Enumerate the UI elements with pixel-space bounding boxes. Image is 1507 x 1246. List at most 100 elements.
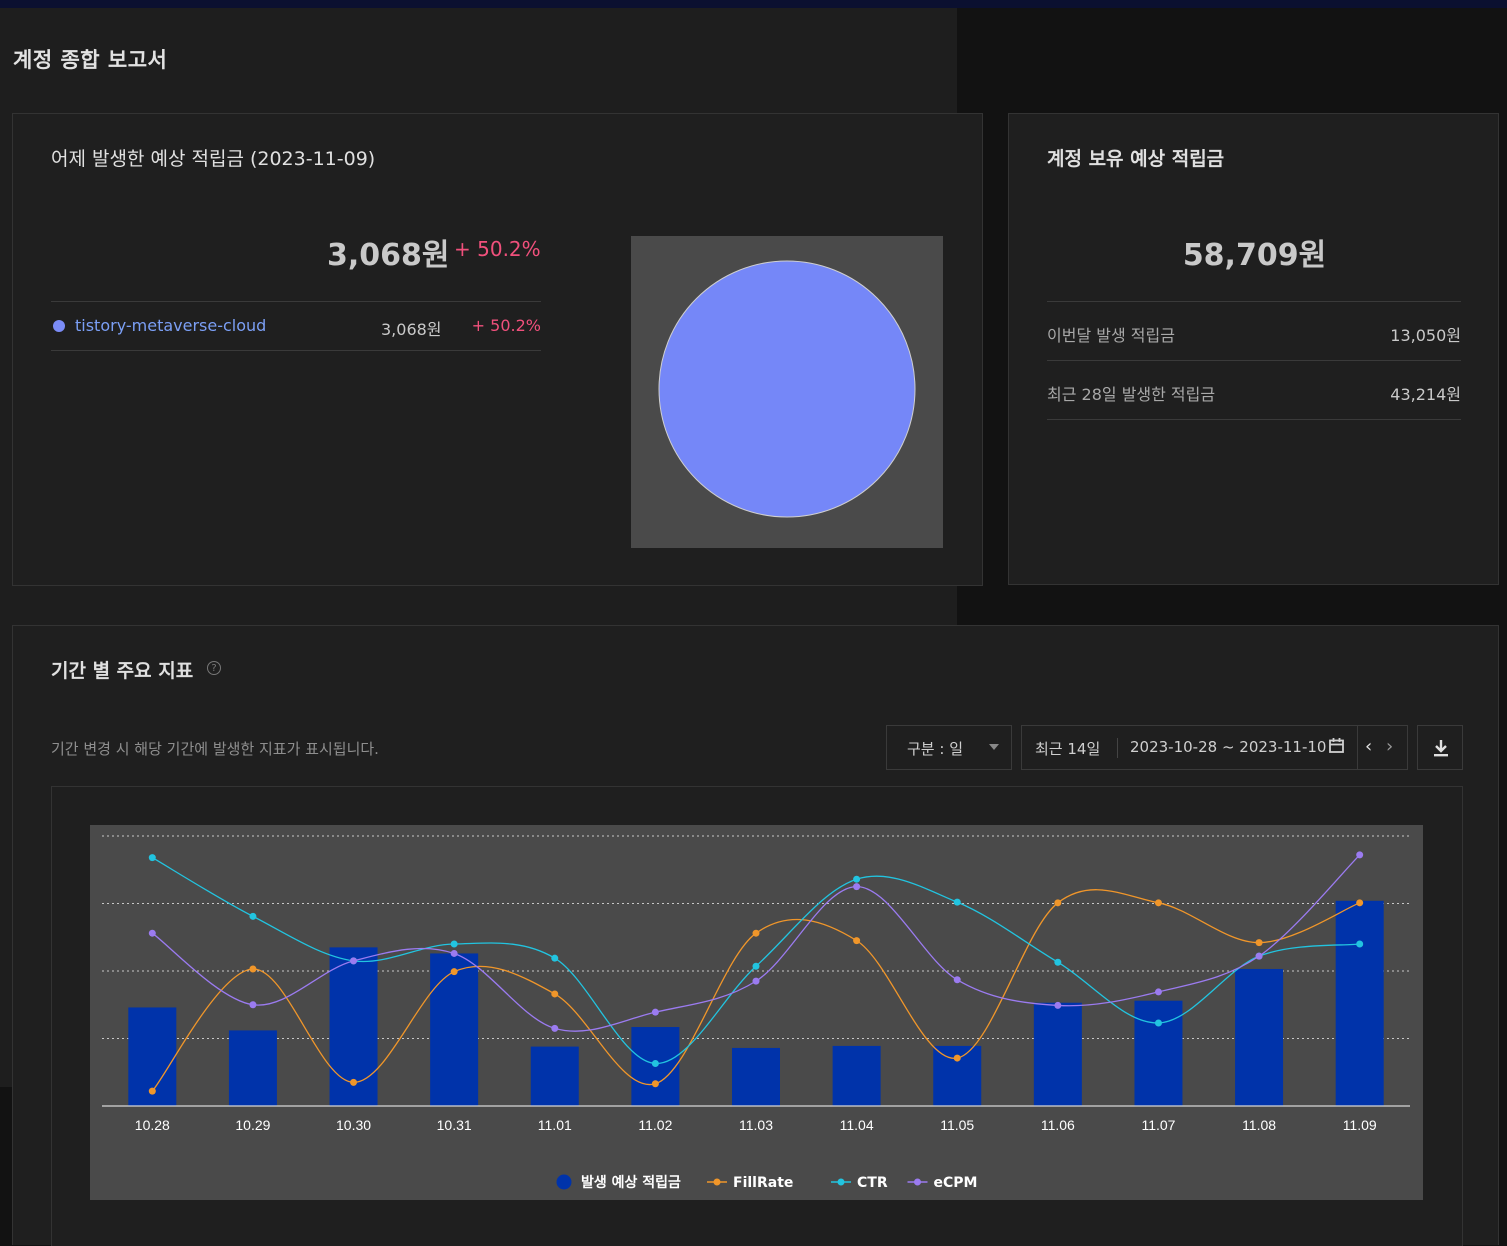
x-tick-label: 11.08 xyxy=(1242,1117,1276,1133)
point-ctr-11.02[interactable] xyxy=(651,1059,659,1067)
point-fillrate-10.31[interactable] xyxy=(450,968,458,976)
stat-value: 43,214원 xyxy=(1390,385,1461,404)
x-tick-label: 10.30 xyxy=(336,1117,371,1133)
card-title: 어제 발생한 예상 적립금 (2023-11-09) xyxy=(51,148,376,170)
x-tick-label: 11.03 xyxy=(739,1117,773,1133)
bar-11.04[interactable] xyxy=(832,1045,881,1106)
download-button[interactable] xyxy=(1417,725,1463,770)
point-ctr-11.04[interactable] xyxy=(853,875,861,883)
caret-down-icon xyxy=(989,744,999,750)
point-ecpm-11.07[interactable] xyxy=(1154,988,1162,996)
divider xyxy=(1047,301,1461,302)
legend-marker-earnings[interactable] xyxy=(556,1174,572,1190)
pie-slice-tistory-metaverse-cloud[interactable] xyxy=(658,260,916,518)
point-ctr-11.03[interactable] xyxy=(752,962,760,970)
point-ctr-11.05[interactable] xyxy=(953,898,961,906)
point-fillrate-11.09[interactable] xyxy=(1356,899,1364,907)
stat-label: 이번달 발생 적립금 xyxy=(1047,326,1175,345)
point-fillrate-11.03[interactable] xyxy=(752,929,760,937)
x-tick-label: 11.09 xyxy=(1343,1117,1377,1133)
site-row: tistory-metaverse-cloud 3,068원 + 50.2% xyxy=(51,302,541,350)
bar-10.29[interactable] xyxy=(228,1030,277,1106)
x-tick-label: 11.02 xyxy=(638,1117,672,1133)
bar-11.03[interactable] xyxy=(732,1047,780,1106)
stat-row-last-28-days: 최근 28일 발생한 적립금 43,214원 xyxy=(1047,361,1461,419)
point-ecpm-10.31[interactable] xyxy=(450,949,458,957)
point-ctr-11.09[interactable] xyxy=(1356,940,1364,948)
unit-select[interactable]: 구분 : 일 xyxy=(886,725,1012,770)
point-fillrate-10.29[interactable] xyxy=(249,965,257,973)
x-tick-label: 10.28 xyxy=(135,1117,170,1133)
site-color-dot xyxy=(53,320,65,332)
point-ctr-10.31[interactable] xyxy=(450,940,458,948)
x-tick-label: 11.07 xyxy=(1141,1117,1175,1133)
bar-11.08[interactable] xyxy=(1235,968,1284,1106)
point-fillrate-10.28[interactable] xyxy=(148,1087,156,1095)
point-fillrate-11.06[interactable] xyxy=(1054,899,1062,907)
bar-10.31[interactable] xyxy=(430,953,479,1106)
point-ecpm-11.09[interactable] xyxy=(1356,851,1364,859)
date-range-picker[interactable]: 최근 14일 2023-10-28 ~ 2023-11-10 ‹ › xyxy=(1021,725,1408,770)
chevron-left-icon[interactable]: ‹ xyxy=(1365,736,1373,757)
point-ecpm-11.02[interactable] xyxy=(651,1008,659,1016)
section-description: 기간 변경 시 해당 기간에 발생한 지표가 표시됩니다. xyxy=(51,740,379,758)
legend-label-fillrate[interactable]: FillRate xyxy=(733,1175,793,1191)
x-tick-label: 10.31 xyxy=(437,1117,472,1133)
bar-11.06[interactable] xyxy=(1033,1002,1082,1106)
stat-value: 13,050원 xyxy=(1390,326,1461,345)
point-ctr-11.06[interactable] xyxy=(1054,958,1062,966)
legend-label-earnings[interactable]: 발생 예상 적립금 xyxy=(581,1174,681,1191)
x-tick-label: 11.04 xyxy=(840,1117,874,1133)
legend-label-ctr[interactable]: CTR xyxy=(857,1175,888,1191)
point-fillrate-11.02[interactable] xyxy=(651,1080,659,1088)
range-preset-label[interactable]: 최근 14일 xyxy=(1035,740,1101,758)
point-fillrate-10.30[interactable] xyxy=(350,1078,358,1086)
point-fillrate-11.08[interactable] xyxy=(1255,939,1263,947)
bar-11.09[interactable] xyxy=(1335,900,1384,1106)
divider xyxy=(51,350,541,351)
x-tick-label: 10.29 xyxy=(235,1117,270,1133)
calendar-icon[interactable] xyxy=(1328,737,1345,759)
point-ctr-10.29[interactable] xyxy=(249,912,257,920)
metrics-combo-chart: 10.28 10.29 10.30 10.31 11.01 11.02 11.03 11.04… xyxy=(102,835,1410,1191)
site-change: + 50.2% xyxy=(471,316,541,335)
point-fillrate-11.05[interactable] xyxy=(953,1054,961,1062)
balance-card: 계정 보유 예상 적립금 58,709원 이번달 발생 적립금 13,050원 … xyxy=(1008,113,1499,585)
point-ecpm-10.29[interactable] xyxy=(249,1001,257,1009)
content-background-strip xyxy=(0,625,12,1087)
chevron-right-icon[interactable]: › xyxy=(1386,736,1394,757)
x-tick-label: 11.06 xyxy=(1041,1117,1075,1133)
point-ecpm-11.04[interactable] xyxy=(853,883,861,891)
bar-11.01[interactable] xyxy=(530,1046,579,1106)
point-ctr-10.28[interactable] xyxy=(148,854,156,862)
point-fillrate-11.07[interactable] xyxy=(1154,899,1162,907)
point-ctr-11.07[interactable] xyxy=(1154,1019,1162,1027)
divider xyxy=(1047,360,1461,361)
x-tick-label: 11.01 xyxy=(538,1117,572,1133)
pie-chart xyxy=(631,236,943,548)
point-ecpm-10.30[interactable] xyxy=(350,957,358,965)
site-amount: 3,068원 xyxy=(381,320,442,339)
point-ecpm-11.05[interactable] xyxy=(953,976,961,984)
top-bar xyxy=(0,0,1507,8)
point-ecpm-10.28[interactable] xyxy=(148,929,156,937)
divider xyxy=(51,301,541,302)
help-icon[interactable]: ? xyxy=(207,661,221,675)
point-fillrate-11.04[interactable] xyxy=(853,937,861,945)
point-fillrate-11.01[interactable] xyxy=(551,990,559,998)
point-ecpm-11.01[interactable] xyxy=(551,1024,559,1032)
point-ecpm-11.08[interactable] xyxy=(1255,952,1263,960)
yesterday-change: + 50.2% xyxy=(454,237,541,261)
line-fillrate xyxy=(151,889,1360,1092)
site-name-link[interactable]: tistory-metaverse-cloud xyxy=(75,316,267,335)
legend-label-ecpm[interactable]: eCPM xyxy=(934,1175,978,1191)
bar-11.07[interactable] xyxy=(1134,1000,1183,1106)
point-ecpm-11.03[interactable] xyxy=(752,977,760,985)
unit-select-label: 구분 : 일 xyxy=(907,740,963,758)
stat-label: 최근 28일 발생한 적립금 xyxy=(1047,385,1216,404)
yesterday-earnings-card: 어제 발생한 예상 적립금 (2023-11-09) 3,068원 + 50.2… xyxy=(12,113,983,586)
point-ecpm-11.06[interactable] xyxy=(1054,1001,1062,1009)
point-ctr-11.01[interactable] xyxy=(551,954,559,962)
yesterday-amount: 3,068원 xyxy=(327,238,450,273)
range-dates[interactable]: 2023-10-28 ~ 2023-11-10 xyxy=(1130,738,1327,756)
